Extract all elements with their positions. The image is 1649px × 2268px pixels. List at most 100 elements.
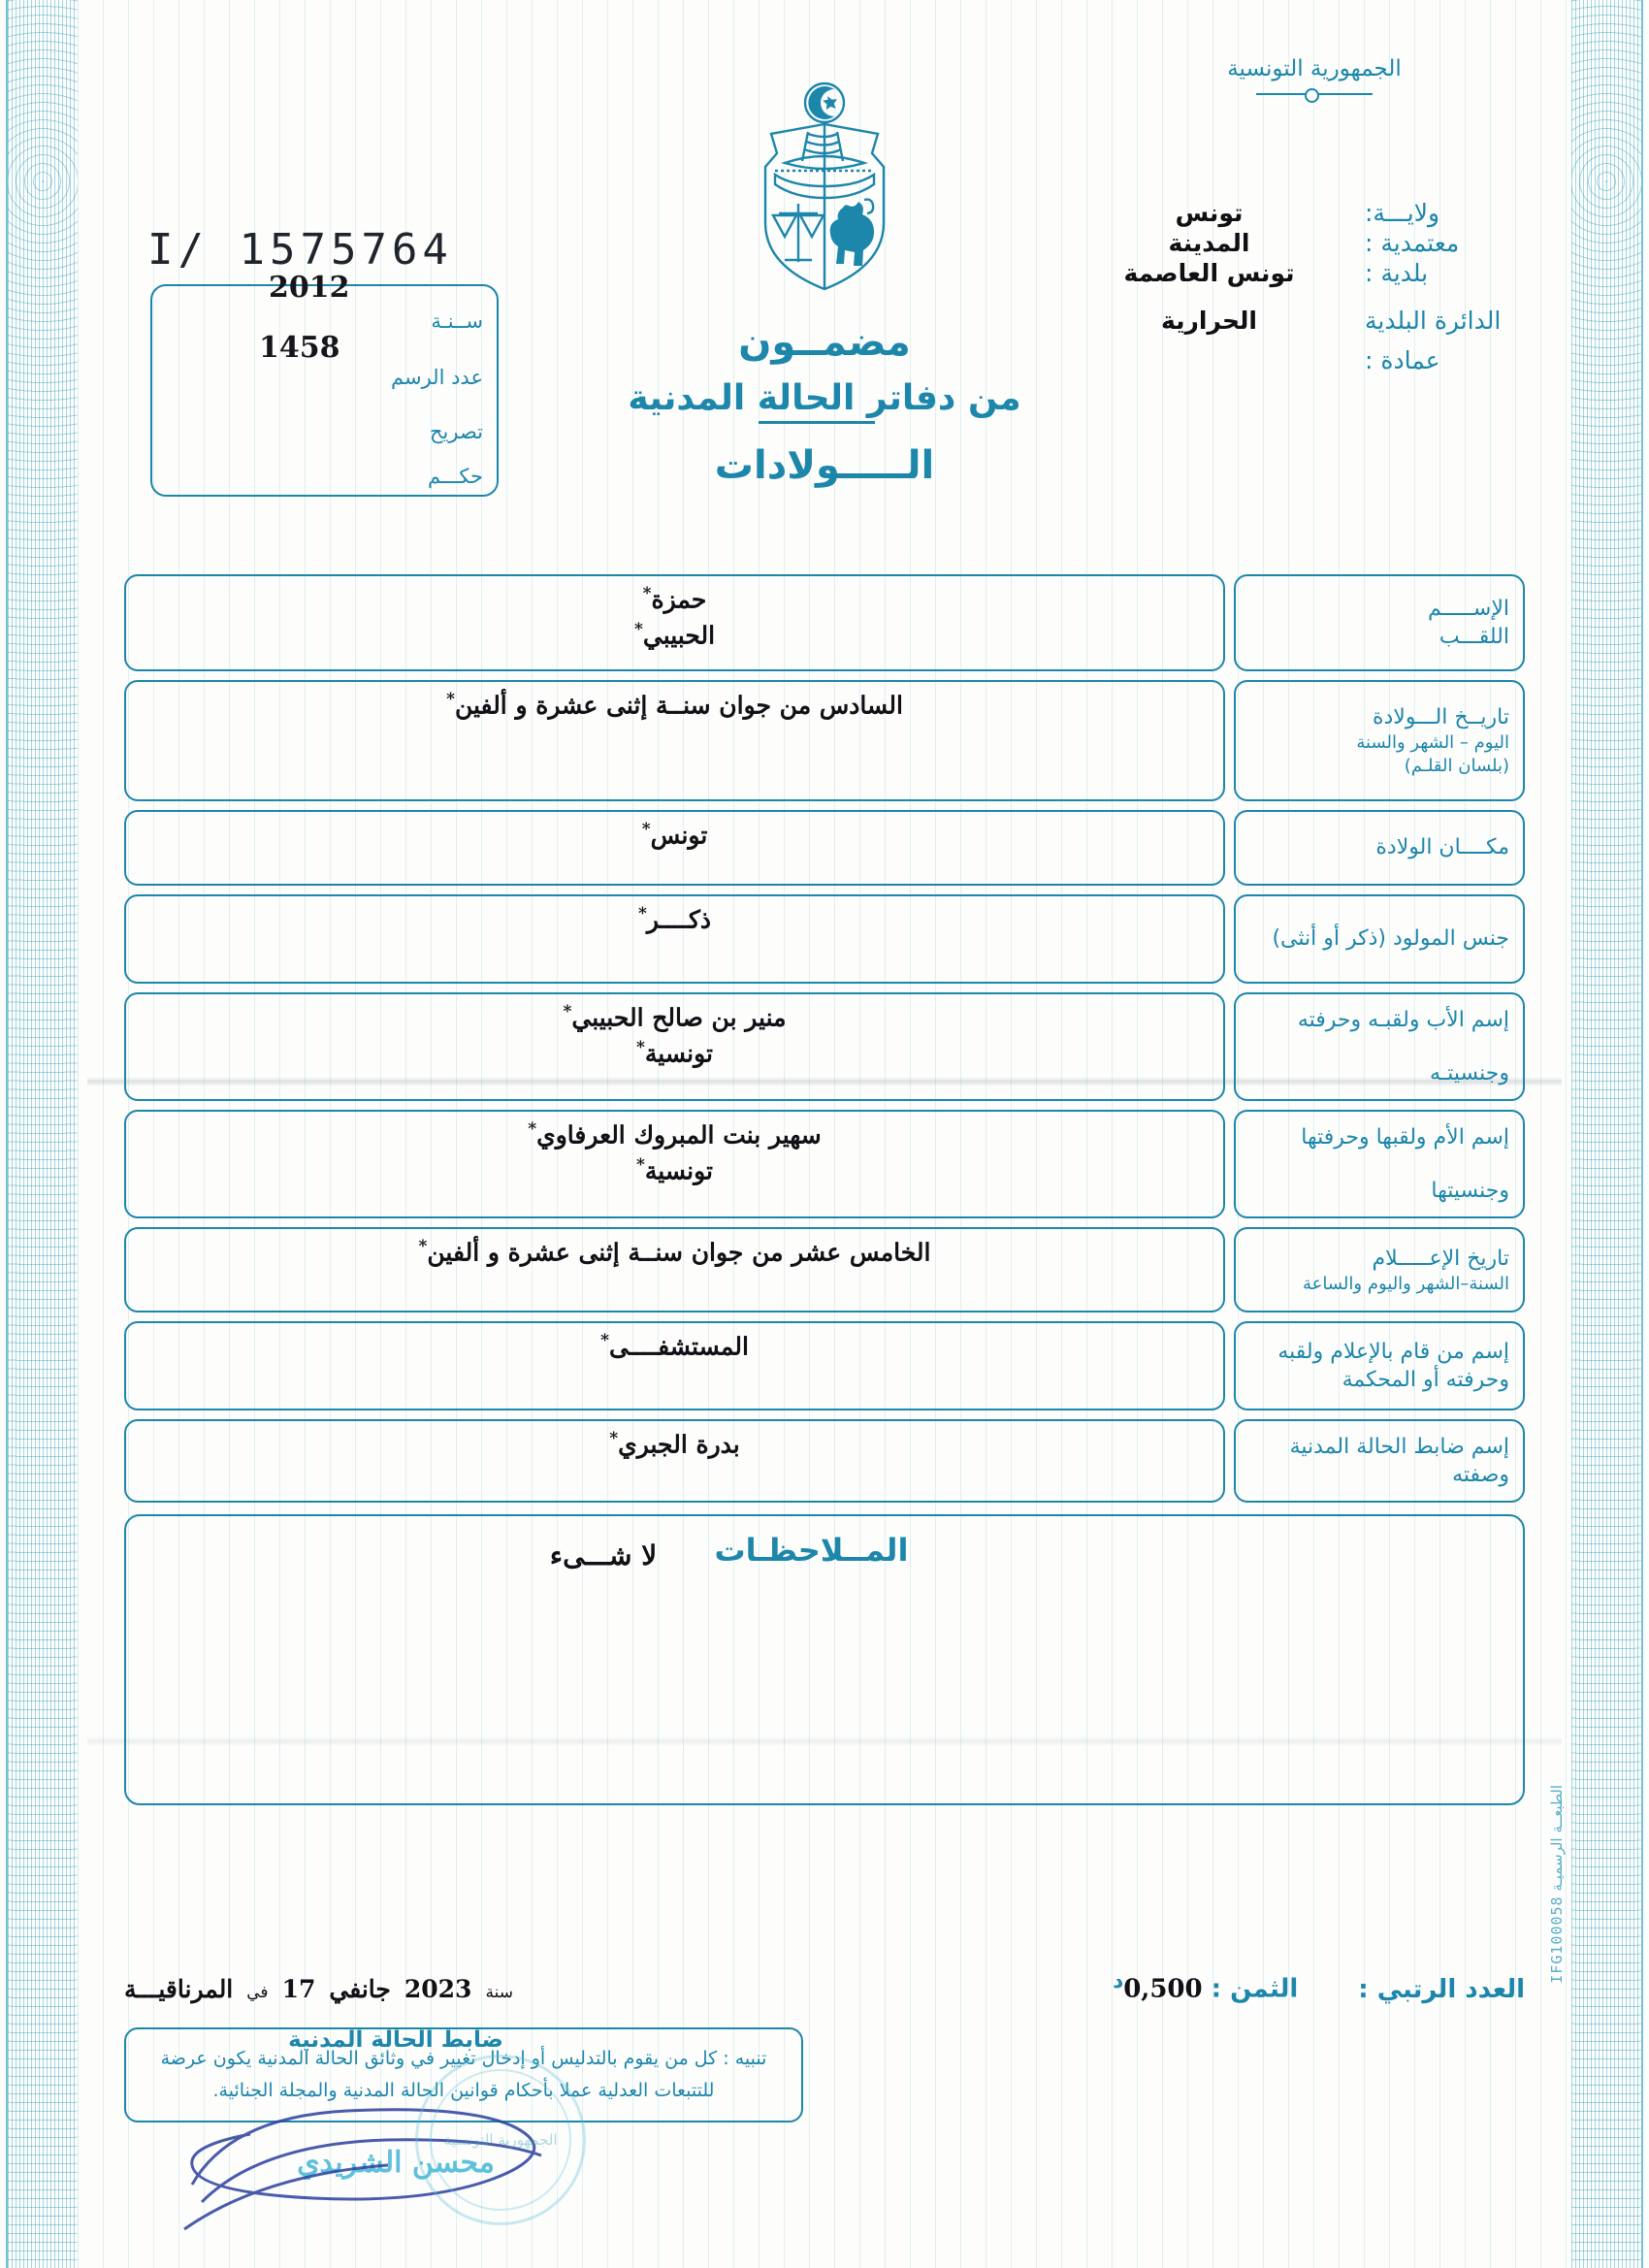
price-unit: د [1113, 1969, 1124, 1993]
row-value-declaration-date: الخامس عشر من جوان سنــة إثنى عشرة و ألف… [124, 1227, 1225, 1312]
row-value-declarant: المستشفــــى* [124, 1321, 1225, 1410]
label-mother-nationality: وجنسيتها [1431, 1179, 1509, 1203]
field-label-governorate: ولايـــة: [1365, 199, 1440, 227]
observations-title: المــلاحظـات [714, 1532, 909, 1569]
value-sex: ذكــــر* [637, 904, 712, 934]
row-label-birth-place: مكــــان الولادة [1234, 810, 1525, 886]
issue-day: 17 [281, 1974, 316, 2003]
row-value-officer: بدرة الجبري* [124, 1419, 1225, 1503]
label-surname: اللقـــب [1439, 625, 1509, 649]
side-print-serial: IFG100058 [1548, 1895, 1566, 1984]
row-value-birth-date: السادس من جوان سنــة إثنى عشرة و ألفين* [124, 680, 1225, 801]
value-mother-name: سهير بنت المبروك العرفاوي* [528, 1119, 822, 1150]
table-row: إسم الأم ولقبها وحرفتها وجنسيتها سهير بن… [124, 1110, 1525, 1218]
registration-number-label: عدد الرسم [391, 366, 483, 389]
value-declaration-date: الخامس عشر من جوان سنــة إثنى عشرة و ألف… [418, 1237, 931, 1267]
value-father-nationality: تونسية* [636, 1037, 713, 1067]
label-declarant-job: وحرفته أو المحكمة [1342, 1368, 1509, 1392]
page-edge-line-right [1641, 0, 1643, 2268]
issue-year: 2023 [404, 1974, 472, 2003]
label-sex: جنس المولود (ذكر أو أنثى) [1272, 926, 1509, 952]
field-value-municipality: تونس العاصمة [1123, 259, 1295, 287]
paper-crease [87, 1736, 1562, 1746]
paper-crease [87, 1077, 1562, 1086]
issue-date: سنة 2023 جانفي 17 في المرناقيـــة [124, 1975, 513, 2003]
signature-area: ضابط الحالة المدنية الجمهورية التونسية م… [124, 2027, 667, 2231]
field-row-district: الدائرة البلدية الحرارية [1059, 307, 1544, 335]
price-label: الثمن : [1211, 1974, 1299, 2004]
label-birth-date-sub2: (بلسان القلـم) [1404, 756, 1509, 777]
row-label-name: الإســـــم اللقـــب [1234, 574, 1525, 671]
label-birth-date: تاريــخ الـــولادة [1372, 705, 1509, 730]
value-birth-date: السادس من جوان سنــة إثنى عشرة و ألفين* [446, 690, 903, 720]
value-birth-place: تونس* [641, 820, 708, 850]
value-declarant: المستشفــــى* [600, 1331, 749, 1361]
table-row: إسم ضابط الحالة المدنية وصفته بدرة الجبر… [124, 1419, 1525, 1503]
republic-title: الجمهورية التونسية [1227, 56, 1402, 81]
republic-heading: الجمهورية التونسية [1086, 56, 1542, 103]
stamp-text: الجمهورية التونسية [443, 2131, 558, 2149]
title-line-registers: من دفاتر الحالة المدنية [628, 378, 1021, 424]
table-row: إسم من قام بالإعلام ولقبه وحرفته أو المح… [124, 1321, 1525, 1410]
issue-fi-label: في [246, 1982, 269, 2002]
value-first-name: حمزة* [642, 584, 707, 614]
field-label-delegation: معتمدية : [1365, 229, 1460, 257]
guilloche-border-left [8, 0, 78, 2268]
label-first-name: الإســـــم [1428, 596, 1509, 621]
label-father-name: إسم الأب ولقبـه وحرفته [1297, 1007, 1509, 1032]
title-underline [758, 421, 875, 424]
label-officer-name: إسم ضابط الحالة المدنية [1289, 1434, 1509, 1459]
table-row: تاريــخ الـــولادة اليوم – الشهر والسنة … [124, 680, 1525, 801]
tunisia-coat-of-arms-icon [742, 78, 907, 305]
field-row-governorate: ولايـــة: تونس [1059, 199, 1544, 227]
signatory-name: محسن الشريدي [297, 2146, 495, 2180]
price-field: الثمن : 0,500د [1113, 1969, 1298, 2004]
signature-title: ضابط الحالة المدنية [288, 2027, 503, 2053]
label-declaration-date-sub: السنة–الشهر واليوم والساعة [1302, 1273, 1509, 1294]
row-value-mother: سهير بنت المبروك العرفاوي* تونسية* [124, 1110, 1225, 1218]
certificate-footer: العدد الرتبي : الثمن : 0,500د سنة 2023 ج… [124, 1969, 1525, 2231]
side-print-label: الطبعــة الرسميـة [1548, 1785, 1566, 1892]
field-value-governorate: تونس [1175, 199, 1244, 227]
row-label-sex: جنس المولود (ذكر أو أنثى) [1234, 894, 1525, 984]
value-officer: بدرة الجبري* [609, 1429, 740, 1459]
side-print-code: الطبعــة الرسميـة IFG100058 [1548, 1785, 1566, 1984]
label-declarant-name: إسم من قام بالإعلام ولقبه [1277, 1339, 1509, 1364]
document-title-block: مضمــون من دفاتر الحالة المدنية الـــــو… [0, 320, 1649, 488]
field-value-district: الحرارية [1160, 307, 1258, 335]
value-father-name: منير بن صالح الحبيبي* [563, 1002, 787, 1032]
title-line-registers-text: من دفاتر الحالة المدنية [628, 378, 1021, 418]
issue-place: المرناقيـــة [124, 1974, 234, 2003]
registration-year-label: ســنـة [431, 309, 483, 333]
certificate-table: الإســـــم اللقـــب حمزة* الحبيبي* تاريـ… [124, 574, 1525, 1805]
order-number-label: العدد الرتبي : [1358, 1974, 1525, 2004]
registration-box: ســنـة عدد الرسم تصريح حكـــم 2012 1458 [150, 271, 499, 497]
title-line-births: الـــــولادات [714, 443, 935, 488]
label-officer-title: وصفته [1452, 1463, 1509, 1487]
registration-declaration-label: تصريح [429, 420, 483, 443]
row-label-officer: إسم ضابط الحالة المدنية وصفته [1234, 1419, 1525, 1503]
field-row-imada: عمادة : [1059, 346, 1544, 374]
label-father-nationality: وجنسيتـه [1429, 1061, 1509, 1085]
value-mother-nationality: تونسية* [636, 1154, 713, 1184]
registration-judgement-label: حكـــم [427, 465, 483, 488]
field-value-delegation: المدينة [1168, 229, 1250, 257]
label-birth-place: مكــــان الولادة [1375, 835, 1509, 860]
issue-month: جانفي [329, 1974, 391, 2003]
footer-top-line: العدد الرتبي : الثمن : 0,500د سنة 2023 ج… [124, 1969, 1525, 2004]
observations-value: لا شـــىء [549, 1539, 658, 1571]
heading-divider [1256, 87, 1373, 103]
row-value-father: منير بن صالح الحبيبي* تونسية* [124, 992, 1225, 1101]
registration-number-value: 1458 [259, 331, 340, 365]
label-declaration-date: تاريخ الإعـــــلام [1372, 1246, 1509, 1271]
value-surname: الحبيبي* [633, 619, 716, 649]
row-label-father: إسم الأب ولقبـه وحرفته وجنسيتـه [1234, 992, 1525, 1101]
field-label-municipality: بلدية : [1365, 259, 1429, 287]
title-line-extract: مضمــون [738, 320, 911, 365]
table-row: تاريخ الإعـــــلام السنة–الشهر واليوم وا… [124, 1227, 1525, 1312]
guilloche-border-right [1571, 0, 1641, 2268]
field-label-district: الدائرة البلدية [1365, 307, 1502, 335]
table-row: إسم الأب ولقبـه وحرفته وجنسيتـه منير بن … [124, 992, 1525, 1101]
field-row-delegation: معتمدية : المدينة [1059, 229, 1544, 257]
